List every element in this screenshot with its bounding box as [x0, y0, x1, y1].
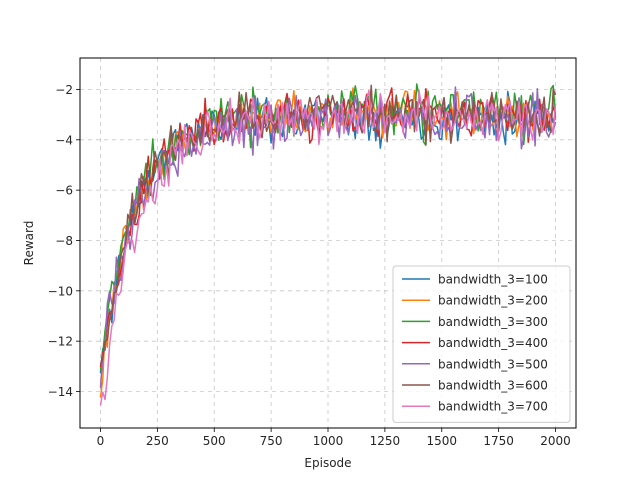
x-tick-label: 1000 — [313, 434, 344, 448]
legend-label: bandwidth_3=200 — [438, 294, 548, 308]
legend-label: bandwidth_3=700 — [438, 400, 548, 414]
y-tick-label: −4 — [55, 133, 73, 147]
x-tick-label: 1500 — [426, 434, 457, 448]
legend: bandwidth_3=100 bandwidth_3=200 bandwidth_… — [392, 265, 571, 423]
legend-label: bandwidth_3=500 — [438, 357, 548, 371]
x-tick-label: 750 — [260, 434, 283, 448]
x-tick-label: 1250 — [370, 434, 401, 448]
x-tick-label: 2000 — [540, 434, 571, 448]
x-tick-label: 500 — [203, 434, 226, 448]
legend-label: bandwidth_3=400 — [438, 336, 548, 350]
legend-label: bandwidth_3=300 — [438, 315, 548, 329]
legend-label: bandwidth_3=600 — [438, 379, 548, 393]
y-axis-label: Reward — [22, 221, 36, 266]
x-tick-label: 250 — [146, 434, 169, 448]
legend-label: bandwidth_3=100 — [438, 273, 548, 287]
x-tick-label: 0 — [97, 434, 105, 448]
tick-layer: 0 250 500 750 1000 1250 1500 1750 2000 −14 −12 −10 −… — [48, 83, 571, 448]
legend-box — [392, 265, 571, 423]
series-line-3 — [99, 83, 557, 371]
y-tick-label: −10 — [48, 284, 73, 298]
grid-layer — [80, 58, 576, 428]
y-tick-label: −6 — [55, 184, 73, 198]
y-tick-label: −2 — [55, 83, 73, 97]
series-layer — [99, 83, 557, 406]
y-tick-label: −12 — [48, 335, 73, 349]
y-tick-label: −14 — [48, 385, 73, 399]
x-tick-label: 1750 — [483, 434, 514, 448]
y-tick-label: −8 — [55, 234, 73, 248]
x-axis-label: Episode — [304, 456, 351, 470]
series-line-7 — [99, 89, 557, 406]
series-line-5 — [99, 86, 557, 388]
